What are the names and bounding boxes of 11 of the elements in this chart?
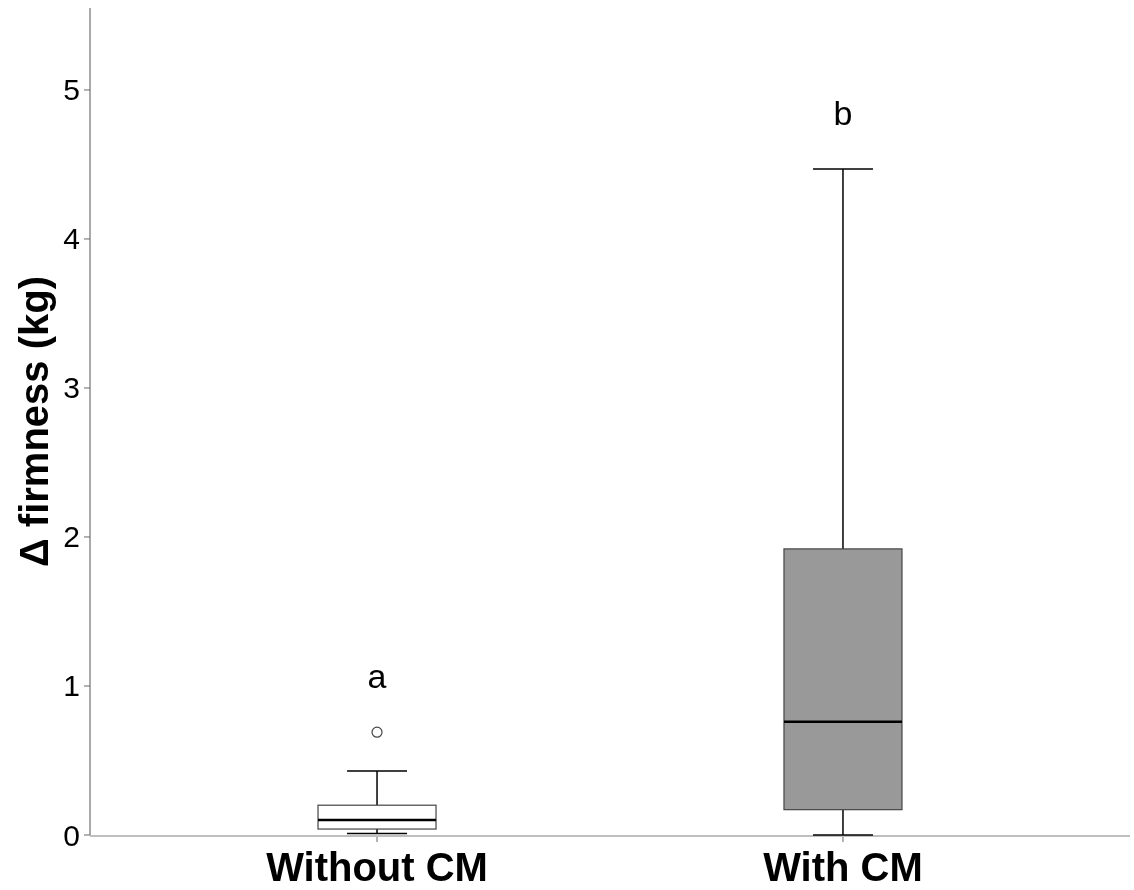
annotation: b: [833, 93, 853, 132]
y-tick-label: 1: [63, 669, 80, 703]
x-tick-label: With CM: [763, 845, 923, 889]
y-tick-label: 5: [63, 73, 80, 107]
y-axis-title: Δ firmness (kg): [12, 275, 56, 568]
y-tick-label: 2: [63, 520, 80, 554]
x-tick-label: Without CM: [266, 845, 488, 889]
annotation: a: [367, 657, 387, 696]
y-tick-label: 3: [63, 371, 80, 405]
y-tick-label: 4: [63, 222, 80, 256]
y-tick-label: 0: [63, 818, 80, 852]
